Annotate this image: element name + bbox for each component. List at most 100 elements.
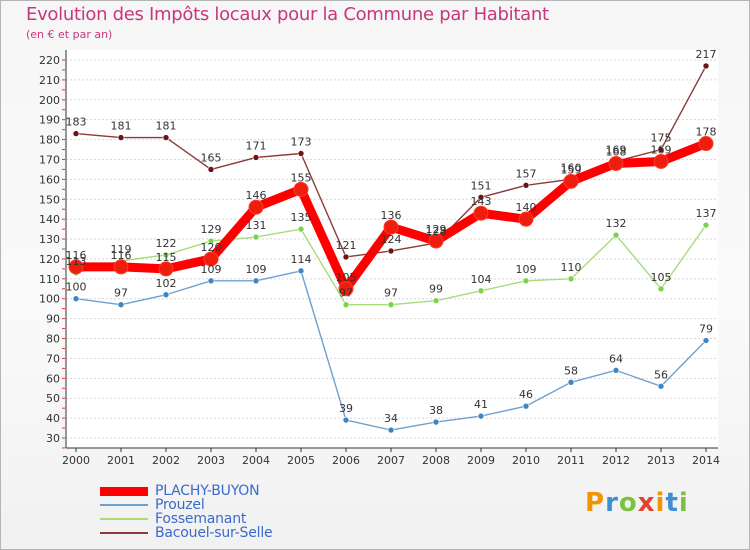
data-label: 181 <box>111 120 132 133</box>
data-point <box>477 287 485 295</box>
data-point <box>252 154 260 161</box>
legend-item-fossemanant[interactable]: Fossemanant <box>100 512 272 526</box>
legend-item-prouzel[interactable]: Prouzel <box>100 498 272 512</box>
data-label: 140 <box>516 201 537 214</box>
data-label: 165 <box>201 151 222 164</box>
data-point <box>387 247 395 255</box>
data-point <box>612 231 620 239</box>
x-tick-label: 2005 <box>287 454 315 467</box>
data-label: 119 <box>111 243 132 256</box>
data-point <box>383 219 399 235</box>
data-label: 169 <box>606 143 627 156</box>
data-label: 58 <box>564 364 578 377</box>
data-point <box>387 301 395 309</box>
data-point <box>342 301 350 309</box>
data-label: 109 <box>201 263 222 276</box>
data-point <box>653 153 669 169</box>
data-label: 104 <box>471 273 492 286</box>
data-point <box>567 378 575 386</box>
data-label: 129 <box>426 223 447 236</box>
y-tick-label: 60 <box>46 372 60 385</box>
data-label: 159 <box>561 163 582 176</box>
y-tick-label: 120 <box>39 253 60 266</box>
logo-letter: t <box>665 488 679 518</box>
data-label: 120 <box>201 241 222 254</box>
data-label: 116 <box>111 249 132 262</box>
data-point <box>432 418 440 426</box>
data-point <box>252 233 260 241</box>
legend-swatch <box>100 518 148 520</box>
data-point <box>698 136 714 152</box>
x-tick-label: 2002 <box>152 454 180 467</box>
data-label: 181 <box>156 120 177 133</box>
data-point <box>432 297 440 305</box>
data-label: 178 <box>696 126 717 139</box>
data-label: 132 <box>606 217 627 230</box>
data-point <box>68 259 84 275</box>
data-point <box>297 267 305 275</box>
data-label: 110 <box>561 261 582 274</box>
data-label: 129 <box>201 223 222 236</box>
data-label: 105 <box>336 271 357 284</box>
data-label: 124 <box>381 233 402 246</box>
data-point <box>563 173 579 189</box>
proxiti-logo: Proxiti <box>585 488 689 518</box>
data-point <box>117 301 125 309</box>
data-point <box>113 259 129 275</box>
data-label: 151 <box>471 179 492 192</box>
y-tick-label: 200 <box>39 94 60 107</box>
legend-swatch <box>100 486 148 496</box>
logo-letter: x <box>637 488 656 518</box>
data-point <box>207 277 215 285</box>
data-point <box>657 146 665 153</box>
data-label: 169 <box>651 143 672 156</box>
data-point <box>252 277 260 285</box>
y-tick-label: 210 <box>39 74 60 87</box>
data-point <box>522 402 530 410</box>
y-tick-label: 50 <box>46 392 60 405</box>
data-label: 100 <box>66 281 87 294</box>
data-point <box>522 277 530 285</box>
logo-letter: o <box>618 488 638 518</box>
logo-letter: P <box>585 488 606 518</box>
y-tick-label: 80 <box>46 333 60 346</box>
data-point <box>293 181 309 197</box>
data-point <box>567 275 575 283</box>
data-label: 168 <box>606 145 627 158</box>
data-point <box>612 367 620 374</box>
data-point <box>518 211 534 227</box>
data-label: 136 <box>381 209 402 222</box>
data-point <box>473 205 489 221</box>
data-label: 143 <box>471 195 492 208</box>
data-point <box>428 233 444 249</box>
data-label: 56 <box>654 368 668 381</box>
chart-subtitle: (en € et par an) <box>26 28 113 41</box>
data-label: 131 <box>246 219 267 232</box>
x-tick-label: 2004 <box>242 454 270 467</box>
data-label: 183 <box>66 116 87 129</box>
data-label: 155 <box>291 171 312 184</box>
y-tick-label: 40 <box>46 412 60 425</box>
logo-letter: i <box>678 488 689 518</box>
logo-letter: i <box>655 488 666 518</box>
x-tick-label: 2001 <box>107 454 135 467</box>
x-tick-label: 2010 <box>512 454 540 467</box>
data-label: 115 <box>156 251 177 264</box>
data-point <box>477 412 485 420</box>
data-point <box>162 251 170 259</box>
legend-item-bacouel-sur-selle[interactable]: Bacouel-sur-Selle <box>100 526 273 540</box>
data-point <box>387 426 395 434</box>
y-tick-label: 140 <box>39 213 60 226</box>
data-label: 41 <box>474 398 488 411</box>
data-label: 114 <box>291 253 312 266</box>
data-label: 171 <box>246 139 267 152</box>
y-tick-label: 170 <box>39 153 60 166</box>
data-label: 38 <box>429 404 443 417</box>
legend-item-plachy-buyon[interactable]: PLACHY-BUYON <box>100 484 272 498</box>
y-tick-label: 70 <box>46 352 60 365</box>
data-label: 135 <box>291 211 312 224</box>
data-label: 128 <box>426 225 447 238</box>
x-tick-label: 2007 <box>377 454 405 467</box>
data-point <box>297 150 305 157</box>
data-label: 64 <box>609 352 623 365</box>
